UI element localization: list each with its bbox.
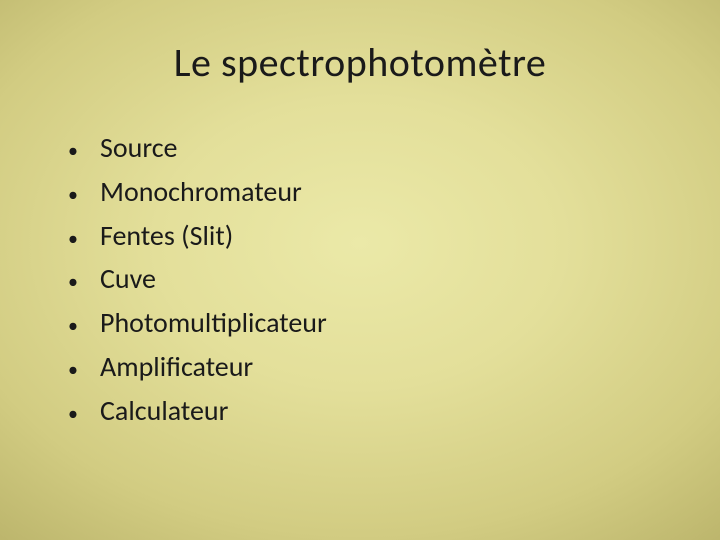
bullet-icon: • [68, 182, 80, 209]
list-item: • Source [68, 129, 670, 167]
slide-container: Le spectrophotomètre • Source • Monochro… [0, 0, 720, 540]
bullet-text: Amplificateur [100, 348, 253, 386]
list-item: • Photomultiplicateur [68, 304, 670, 342]
list-item: • Amplificateur [68, 348, 670, 386]
list-item: • Fentes (Slit) [68, 217, 670, 255]
list-item: • Monochromateur [68, 173, 670, 211]
bullet-icon: • [68, 401, 80, 428]
slide-title: Le spectrophotomètre [50, 38, 670, 87]
bullet-text: Calculateur [100, 392, 228, 430]
bullet-text: Photomultiplicateur [100, 304, 327, 342]
bullet-icon: • [68, 226, 80, 253]
list-item: • Cuve [68, 260, 670, 298]
bullet-list: • Source • Monochromateur • Fentes (Slit… [50, 129, 670, 430]
bullet-text: Source [100, 129, 177, 167]
bullet-text: Fentes (Slit) [100, 217, 233, 255]
bullet-icon: • [68, 138, 80, 165]
bullet-icon: • [68, 357, 80, 384]
bullet-text: Monochromateur [100, 173, 302, 211]
bullet-icon: • [68, 313, 80, 340]
bullet-text: Cuve [100, 260, 156, 298]
bullet-icon: • [68, 269, 80, 296]
list-item: • Calculateur [68, 392, 670, 430]
